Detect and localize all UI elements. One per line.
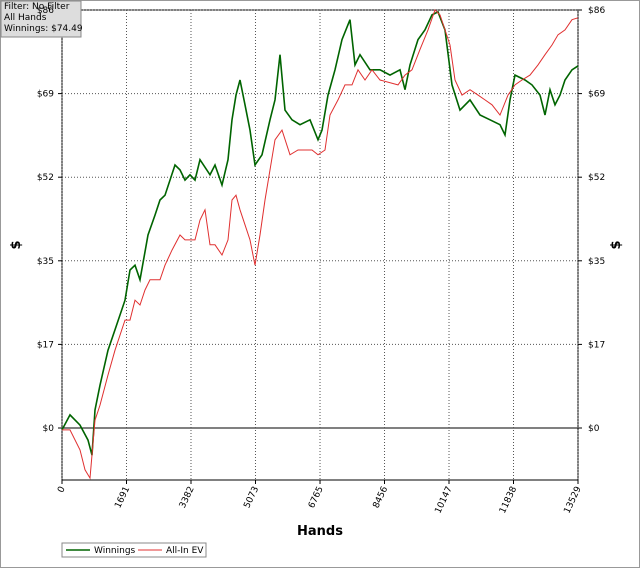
y-tick-label: $69 <box>37 90 54 100</box>
info-scope: All Hands <box>4 13 47 23</box>
y2-tick-label: $69 <box>588 90 605 100</box>
x-axis-label: Hands <box>297 524 343 539</box>
y-tick-label: $0 <box>43 424 55 434</box>
y-tick-label: $17 <box>37 340 54 350</box>
legend-label: Winnings <box>94 546 136 556</box>
y-tick-label: $35 <box>37 257 54 267</box>
legend-label: All-In EV <box>166 546 204 556</box>
y2-tick-label: $52 <box>588 173 605 183</box>
y2-axis-label: $ <box>609 240 624 249</box>
y2-tick-label: $17 <box>588 340 605 350</box>
info-filter: Filter: No Filter <box>4 2 70 12</box>
y2-tick-label: $35 <box>588 257 605 267</box>
info-box <box>0 0 82 38</box>
x-tick-label: 0 <box>56 485 68 495</box>
series-line <box>61 10 579 456</box>
y2-tick-label: $0 <box>588 424 600 434</box>
y-tick-label: $52 <box>37 173 54 183</box>
y2-tick-label: $86 <box>588 6 605 16</box>
series-line <box>62 9 579 480</box>
info-winnings: Winnings: $74.49 <box>4 24 83 34</box>
y-axis-label: $ <box>9 240 24 249</box>
legend <box>61 542 207 558</box>
y-tick-label: $86 <box>37 6 54 16</box>
